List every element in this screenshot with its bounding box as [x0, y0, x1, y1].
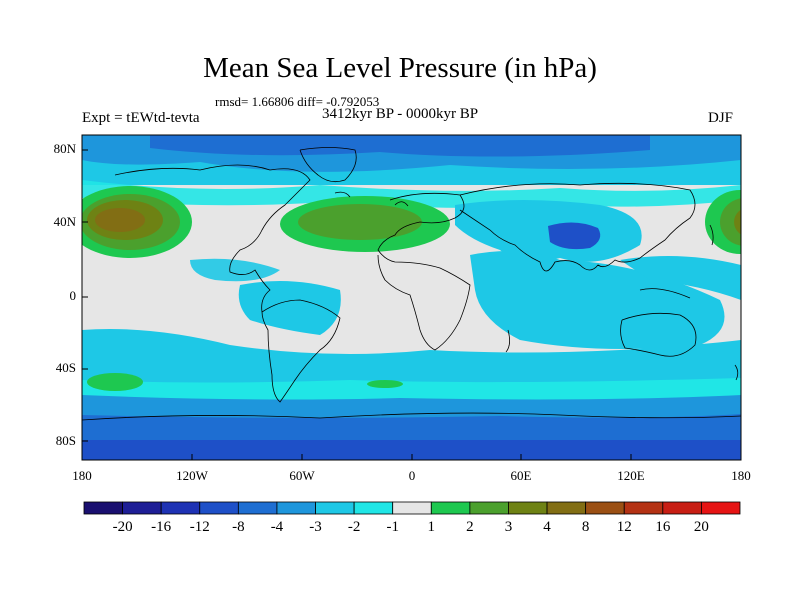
japan-coast: [709, 224, 714, 246]
new-zealand-coast: [734, 364, 739, 381]
colorbar-label: -16: [151, 519, 172, 535]
colorbar-label: -20: [112, 519, 133, 535]
lon-label-0: 0: [408, 468, 416, 483]
colorbar-label: 12: [616, 519, 632, 535]
colorbar-swatch: [662, 501, 702, 515]
stats-text: rmsd= 1.66806 diff= -0.792053: [215, 94, 380, 109]
south-pacific-green: [87, 373, 143, 391]
colorbar-swatch: [392, 501, 432, 515]
colorbar-swatch: [276, 501, 316, 515]
colorbar-swatch: [237, 501, 278, 515]
lon-label-120e: 120E: [617, 468, 645, 483]
colorbar-label: 20: [693, 519, 709, 535]
colorbar: [83, 501, 741, 515]
tibet-low: [548, 222, 601, 250]
midlat-north-band: [82, 180, 741, 208]
coastlines: [82, 147, 741, 421]
colorbar-swatch: [701, 501, 741, 515]
colorbar-label: -4: [270, 519, 284, 535]
colorbar-label: 8: [581, 519, 590, 535]
colorbar-swatch: [160, 501, 201, 515]
madagascar-coast: [505, 329, 510, 353]
map-title: Mean Sea Level Pressure (in hPa): [203, 52, 597, 84]
colorbar-label: -3: [309, 519, 322, 535]
colorbar-swatch: [546, 501, 587, 515]
antarctica-coast: [82, 412, 741, 421]
axis-ticks: [81, 149, 742, 460]
atlantic-high: [280, 196, 450, 252]
colorbar-label: 1: [427, 519, 436, 535]
north-pacific-cyan: [190, 258, 280, 282]
colorbar-swatch: [353, 501, 394, 515]
indian-ocean-cyan: [470, 251, 725, 349]
lat-label-40s: 40S: [55, 360, 76, 375]
pacific-high: [82, 186, 192, 258]
colorbar-swatch: [469, 501, 509, 515]
lat-label-0: 0: [69, 288, 77, 303]
antarctic-deep-band: [82, 440, 741, 460]
colorbar-label: -8: [232, 519, 245, 535]
colorbar-label: 2: [466, 519, 474, 535]
north-america-coast: [114, 164, 311, 313]
colorbar-label: -2: [347, 519, 361, 535]
colorbar-swatch: [122, 501, 162, 515]
colorbar-label: -12: [189, 519, 210, 535]
lon-label-60w: 60W: [289, 468, 315, 483]
lat-label-80n: 80N: [53, 141, 76, 156]
lon-label-180e: 180: [731, 468, 751, 483]
colorbar-swatch: [430, 501, 471, 515]
colorbar-swatch: [83, 501, 123, 515]
colorbar-swatch: [585, 501, 625, 515]
west-pacific-cyan: [620, 256, 741, 300]
experiment-label: Expt = tEWtd-tevta: [82, 110, 200, 126]
colorbar-label: 3: [504, 519, 513, 535]
pressure-field: [82, 135, 741, 460]
season-label: DJF: [708, 110, 734, 126]
africa-europe-coast: [377, 192, 471, 351]
colorbar-swatch: [315, 501, 355, 515]
indonesia-coast: [639, 288, 691, 299]
colorbar-swatch: [623, 501, 664, 515]
lon-label-120w: 120W: [176, 468, 208, 483]
south-atlantic-green: [367, 380, 403, 388]
colorbar-label: -1: [386, 519, 399, 535]
lon-label-180w: 180: [72, 468, 92, 483]
australia-coast: [620, 312, 697, 357]
lon-label-60e: 60E: [510, 468, 532, 483]
arctic-band-dark: [150, 135, 650, 157]
asia-cyan-region: [455, 200, 642, 262]
asia-coast: [459, 182, 696, 272]
south-america-coast: [261, 299, 341, 403]
greenland-coast: [299, 147, 357, 183]
iceland-coast: [334, 191, 351, 198]
colorbar-label: 4: [543, 519, 551, 535]
colorbar-label: 16: [655, 519, 671, 535]
lat-label-40n: 40N: [53, 214, 76, 229]
period-label: 3412kyr BP - 0000kyr BP: [322, 106, 479, 122]
colorbar-swatch: [508, 501, 548, 515]
uk-coast: [394, 201, 409, 207]
pacific-high-east: [705, 190, 741, 254]
colorbar-swatch: [199, 501, 239, 515]
lat-label-80s: 80S: [55, 433, 76, 448]
